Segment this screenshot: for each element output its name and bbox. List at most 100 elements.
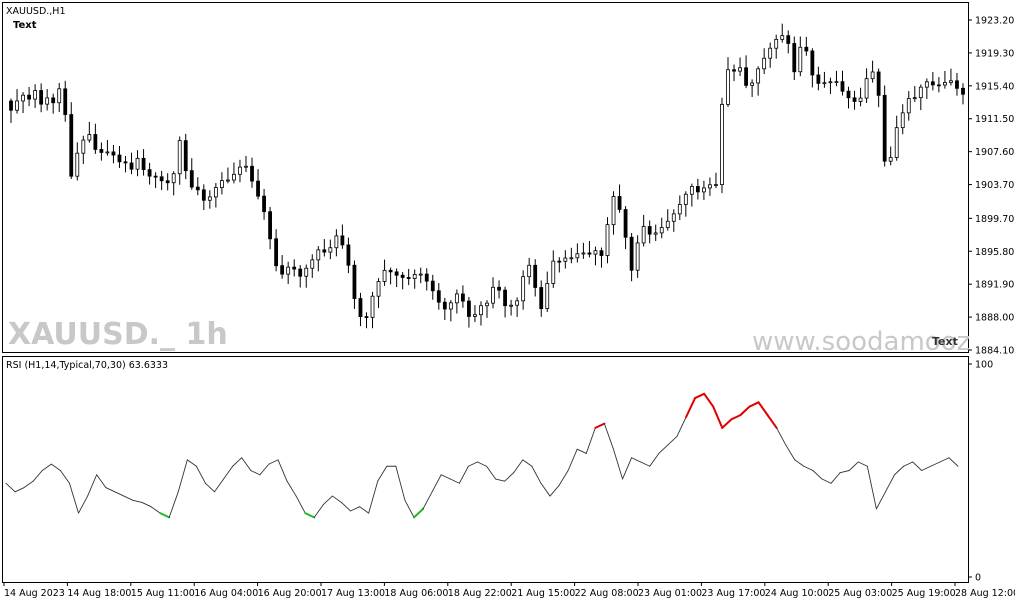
rsi-segment	[513, 459, 524, 474]
candle	[21, 92, 25, 114]
candle	[677, 195, 682, 221]
candle	[201, 184, 206, 211]
rsi-segment	[785, 444, 796, 461]
rsi-segment	[205, 482, 215, 493]
candle	[328, 239, 333, 260]
candle	[943, 70, 947, 89]
rsi-segment	[495, 478, 506, 482]
rsi-segment	[694, 392, 706, 400]
candle	[750, 79, 755, 97]
rsi-segment	[150, 506, 161, 514]
price-tick-label: 1895.80	[975, 247, 1014, 258]
rsi-segment	[422, 491, 433, 510]
rsi-segment	[531, 465, 542, 484]
candle	[816, 66, 821, 91]
candle	[720, 97, 724, 194]
rsi-segment	[477, 461, 487, 467]
rsi-segment	[603, 423, 614, 450]
time-tick-label: 17 Aug 13:00	[321, 588, 385, 599]
candle	[539, 280, 544, 317]
candle	[611, 191, 616, 235]
candle	[744, 55, 748, 89]
candle	[334, 229, 339, 257]
candle	[436, 283, 441, 310]
rsi-segment	[894, 465, 905, 476]
candle	[840, 70, 845, 96]
rsi-tick-label: 0	[975, 573, 981, 584]
time-tick-label: 18 Aug 22:00	[448, 588, 512, 599]
rsi-segment	[277, 459, 288, 482]
rsi-segment	[96, 474, 107, 488]
candle	[153, 172, 158, 189]
rsi-segment	[114, 491, 125, 497]
time-tick-label: 18 Aug 06:00	[384, 588, 448, 599]
candle	[51, 93, 56, 114]
candle	[310, 254, 315, 278]
candle	[250, 157, 254, 188]
candle	[105, 140, 110, 156]
rsi-segment	[59, 470, 70, 484]
candle	[45, 89, 50, 111]
candle	[262, 189, 266, 220]
time-tick-label: 14 Aug 2023	[4, 588, 65, 599]
candle	[768, 42, 773, 68]
candle	[659, 217, 664, 239]
candle	[244, 155, 248, 172]
rsi-segment	[359, 506, 370, 514]
candle	[906, 91, 911, 121]
rsi-segment	[32, 470, 43, 482]
rsi-segment	[132, 499, 143, 503]
rsi-segment	[930, 461, 941, 467]
rsi-segment	[558, 470, 569, 486]
rsi-segment	[622, 457, 633, 480]
rsi-segment	[685, 397, 697, 419]
rsi-segment	[821, 478, 832, 484]
candle	[708, 177, 712, 196]
candle	[418, 267, 423, 284]
time-axis: 14 Aug 2023 14 Aug 18:00 15 Aug 11:00 16 Au…	[3, 582, 1015, 599]
candle	[238, 159, 242, 183]
rsi-segment	[87, 474, 98, 497]
price-tick-label: 1919.30	[975, 48, 1014, 59]
candle	[617, 184, 622, 213]
time-tick-label: 23 Aug 17:00	[701, 588, 765, 599]
candle	[340, 224, 345, 249]
candle	[430, 274, 435, 300]
rsi-segment	[322, 495, 333, 506]
rsi-segment	[295, 495, 306, 514]
candle	[780, 23, 785, 43]
time-tick-label: 21 Aug 15:00	[511, 588, 575, 599]
rsi-segment	[730, 414, 742, 421]
candle	[316, 246, 321, 272]
rsi-segment	[776, 427, 787, 446]
candle	[352, 260, 357, 309]
time-tick-label: 16 Aug 20:00	[258, 588, 322, 599]
candle	[702, 180, 706, 200]
time-tick-label: 23 Aug 01:00	[638, 588, 702, 599]
rsi-segment	[549, 484, 560, 497]
candle	[635, 235, 640, 278]
candle	[207, 190, 212, 209]
candle	[171, 171, 176, 196]
candle	[930, 72, 935, 91]
rsi-segment	[377, 465, 388, 482]
candle	[226, 167, 230, 184]
candle	[714, 172, 718, 189]
candle	[183, 133, 188, 180]
candle	[99, 142, 104, 161]
candle	[695, 178, 700, 200]
rsi-segment	[105, 487, 116, 493]
price-tick-label: 1915.40	[975, 81, 1014, 92]
rsi-segment	[268, 459, 279, 465]
rsi-segment	[14, 487, 25, 493]
candle	[280, 255, 285, 279]
candle	[918, 84, 923, 111]
candle	[147, 162, 152, 185]
candle	[846, 86, 851, 109]
rsi-segment	[676, 416, 687, 437]
candle	[304, 264, 309, 288]
rsi-segment	[649, 453, 660, 467]
candle	[557, 257, 562, 273]
candle	[81, 135, 86, 165]
